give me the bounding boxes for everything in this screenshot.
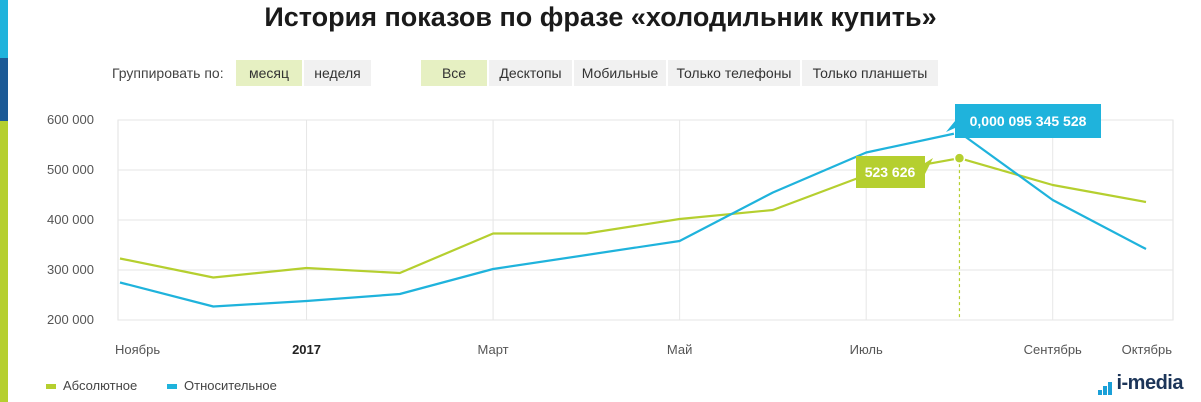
y-tick-label: 200 000 [47,312,94,327]
legend-item-relative[interactable]: Относительное [167,378,277,394]
device-tablets-button[interactable]: Только планшеты [802,60,938,86]
page-title: История показов по фразе «холодильник ку… [264,2,937,32]
x-tick-label: Май [667,342,692,357]
device-phones-button[interactable]: Только телефоны [668,60,800,86]
highlight-point-absolute [953,152,966,164]
series-line-absolute [119,157,1147,279]
imedia-logo: i-media [1098,372,1183,396]
x-tick-label: Июль [850,342,883,357]
series-line-relative [119,131,1147,308]
tooltip-absolute-box [856,156,933,188]
legend-item-absolute[interactable]: Абсолютное [46,378,137,394]
legend-swatch-relative [167,384,177,390]
accent-bar-middle [0,58,8,121]
y-tick-label: 300 000 [47,262,94,277]
device-desktop-button[interactable]: Десктопы [489,60,572,86]
group-week-button[interactable]: неделя [304,60,371,86]
legend-label-relative: Относительное [184,378,277,393]
group-month-button[interactable]: месяц [236,60,302,86]
group-by-label: Группировать по: [112,65,224,81]
y-tick-label: 400 000 [47,212,94,227]
tooltip-relative-box [946,104,1101,138]
device-mobile-button[interactable]: Мобильные [574,60,666,86]
logo-bars-icon [1098,372,1113,396]
legend-label-absolute: Абсолютное [63,378,138,393]
accent-bar-top [0,0,8,58]
y-tick-label: 500 000 [47,162,94,177]
tooltip-relative-value: 0,000 095 345 528 [970,113,1087,129]
legend-swatch-absolute [46,384,56,390]
x-tick-label: 2017 [292,342,321,357]
x-tick-label: Ноябрь [115,342,160,357]
accent-bar-bottom [0,121,8,402]
logo-text: i-media [1116,372,1183,394]
x-tick-label: Октябрь [1122,342,1173,357]
x-tick-label: Сентябрь [1024,342,1082,357]
y-tick-label: 600 000 [47,112,94,127]
x-tick-label: Март [478,342,509,357]
tooltip-absolute-value: 523 626 [865,164,916,180]
device-all-button[interactable]: Все [421,60,487,86]
